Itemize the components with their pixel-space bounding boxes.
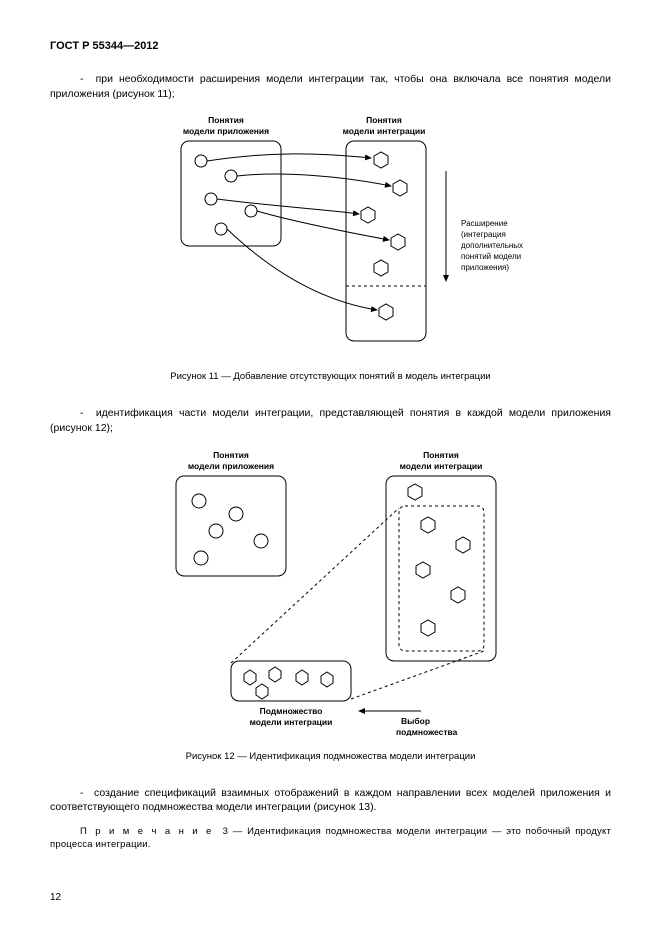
fig12-left-label1: Понятия bbox=[213, 450, 249, 460]
figure-11-caption: Рисунок 11 — Добавление отсутствующих по… bbox=[50, 371, 611, 382]
note-3: П р и м е ч а н и е 3 — Идентификация по… bbox=[50, 825, 611, 852]
figure-12-svg: Понятия модели приложения Понятия модели… bbox=[121, 446, 541, 736]
fig12-left-node bbox=[192, 494, 206, 508]
fig11-left-node bbox=[215, 223, 227, 235]
fig12-left-node bbox=[194, 551, 208, 565]
page-number: 12 bbox=[50, 892, 611, 903]
fig12-proj-line bbox=[351, 651, 484, 699]
fig11-left-node bbox=[245, 205, 257, 217]
dash: - bbox=[80, 73, 84, 85]
paragraph-2: - идентификация части модели интеграции,… bbox=[50, 406, 611, 435]
fig12-right-nodes bbox=[408, 484, 470, 636]
paragraph-1-text: при необходимости расширения модели инте… bbox=[50, 73, 611, 100]
fig11-annot3: дополнительных bbox=[461, 241, 523, 250]
fig12-left-node bbox=[229, 507, 243, 521]
paragraph-1: - при необходимости расширения модели ин… bbox=[50, 72, 611, 101]
fig11-right-label2: модели интеграции bbox=[342, 126, 425, 136]
fig11-arrow bbox=[217, 199, 359, 214]
document-header: ГОСТ Р 55344—2012 bbox=[50, 40, 611, 52]
note-label: П р и м е ч а н и е bbox=[80, 826, 213, 837]
fig12-right-label1: Понятия bbox=[423, 450, 459, 460]
figure-12: Понятия модели приложения Понятия модели… bbox=[50, 446, 611, 741]
fig12-subset-nodes bbox=[244, 667, 333, 699]
fig12-left-box bbox=[176, 476, 286, 576]
fig11-left-box bbox=[181, 141, 281, 246]
fig12-right-label2: модели интеграции bbox=[399, 461, 482, 471]
paragraph-3-text: создание спецификаций взаимных отображен… bbox=[50, 787, 611, 814]
figure-12-caption: Рисунок 12 — Идентификация подмножества … bbox=[50, 751, 611, 762]
fig12-arrow-label2: подмножества bbox=[396, 727, 458, 736]
fig12-left-label2: модели приложения bbox=[187, 461, 273, 471]
fig11-right-box bbox=[346, 141, 426, 341]
paragraph-2-text: идентификация части модели интеграции, п… bbox=[50, 407, 611, 434]
fig12-left-node bbox=[254, 534, 268, 548]
fig11-arrow bbox=[237, 174, 391, 186]
fig11-left-label2: модели приложения bbox=[182, 126, 268, 136]
fig11-arrow bbox=[257, 211, 389, 240]
fig11-right-label1: Понятия bbox=[366, 115, 402, 125]
fig11-annot1: Расширение bbox=[461, 219, 508, 228]
fig12-right-box bbox=[386, 476, 496, 661]
fig11-annot2: (интеграция bbox=[461, 230, 506, 239]
fig11-left-node bbox=[205, 193, 217, 205]
figure-11: Понятия модели приложения Понятия модели… bbox=[50, 111, 611, 361]
note-num: 3 — bbox=[223, 826, 243, 837]
fig12-left-node bbox=[209, 524, 223, 538]
fig12-arrow-label1: Выбор bbox=[401, 716, 430, 726]
fig12-subset-label2: модели интеграции bbox=[249, 717, 332, 727]
fig12-proj-line bbox=[231, 508, 399, 663]
dash: - bbox=[80, 787, 84, 799]
paragraph-3: - создание спецификаций взаимных отображ… bbox=[50, 786, 611, 815]
figure-11-svg: Понятия модели приложения Понятия модели… bbox=[121, 111, 541, 356]
fig11-left-node bbox=[195, 155, 207, 167]
fig12-subset-label1: Подмножество bbox=[259, 706, 322, 716]
dash: - bbox=[80, 407, 84, 419]
fig11-arrow bbox=[227, 229, 377, 310]
fig11-left-label1: Понятия bbox=[208, 115, 244, 125]
fig11-left-node bbox=[225, 170, 237, 182]
fig11-annot4: понятий модели bbox=[461, 252, 521, 261]
fig12-inner-dashed bbox=[399, 506, 484, 651]
fig11-annot5: приложения) bbox=[461, 263, 509, 272]
